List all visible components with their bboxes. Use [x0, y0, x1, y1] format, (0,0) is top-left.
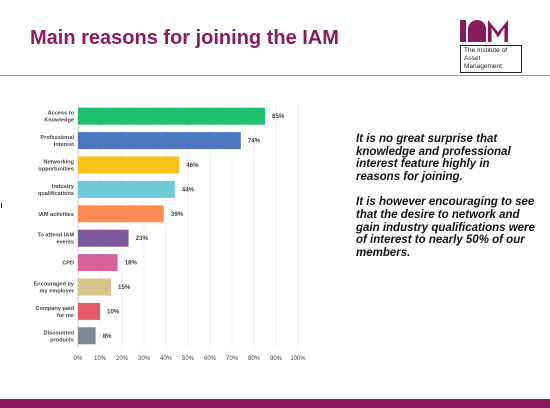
- data-label: 85%: [272, 113, 285, 120]
- footer-bar: [0, 399, 550, 408]
- data-label: 44%: [182, 186, 195, 193]
- bar: [78, 278, 111, 296]
- x-tick-label: 70%: [226, 356, 239, 362]
- x-tick-label: 80%: [248, 356, 261, 362]
- category-label: Access to Knowledge: [44, 111, 74, 124]
- x-tick-label: 20%: [116, 356, 129, 362]
- data-label: 46%: [186, 162, 199, 169]
- category-label: Discounted products: [44, 330, 75, 343]
- data-label: 74%: [248, 138, 261, 145]
- category-label: CPD: [62, 261, 74, 267]
- x-tick-label: 30%: [138, 356, 151, 362]
- data-label: 39%: [171, 211, 184, 218]
- x-tick-label: 10%: [94, 356, 107, 362]
- bar: [78, 156, 180, 174]
- bar: [78, 107, 265, 125]
- category-label: IAM activities: [38, 212, 74, 218]
- x-tick-label: 100%: [290, 356, 306, 362]
- x-tick-label: 0%: [74, 356, 83, 362]
- x-tick-label: 60%: [204, 356, 217, 362]
- data-label: 15%: [118, 284, 131, 291]
- bar: [78, 302, 100, 320]
- data-label: 23%: [136, 235, 149, 242]
- commentary: It is no great surprise that knowledge a…: [356, 133, 536, 272]
- bar: [78, 327, 96, 345]
- bar: [78, 132, 241, 150]
- iam-logo-mark: [460, 16, 530, 42]
- category-label: Encouraged by my employer: [34, 282, 75, 295]
- category-label: Professional Interest: [40, 135, 74, 148]
- bar: [78, 229, 129, 247]
- logo-line-1: The Institute of: [464, 47, 507, 54]
- x-tick-label: 40%: [160, 356, 173, 362]
- page-title: Main reasons for joining the IAM: [30, 27, 339, 49]
- bar: [78, 254, 118, 272]
- x-tick-label: 90%: [270, 356, 283, 362]
- commentary-paragraph-2: It is however encouraging to see that th…: [356, 196, 535, 259]
- logo-line-2: Asset Management: [464, 55, 502, 70]
- edge-mark: [1, 203, 2, 208]
- category-label: Industry qualifications: [38, 184, 75, 197]
- category-label: Company paid for me: [35, 306, 74, 319]
- x-tick-label: 50%: [182, 356, 195, 362]
- header-divider: [0, 75, 550, 76]
- data-label: 8%: [103, 333, 112, 340]
- data-label: 10%: [107, 308, 120, 315]
- category-label: Networking opportunities: [38, 160, 74, 173]
- iam-logo: The Institute of Asset Management: [460, 16, 530, 73]
- commentary-paragraph-1: It is no great surprise that knowledge a…: [356, 133, 511, 183]
- bar: [78, 205, 164, 223]
- data-label: 18%: [125, 260, 138, 267]
- bar: [78, 180, 175, 198]
- category-label: To attend IAM events: [37, 233, 74, 246]
- iam-logo-text: The Institute of Asset Management: [460, 45, 522, 73]
